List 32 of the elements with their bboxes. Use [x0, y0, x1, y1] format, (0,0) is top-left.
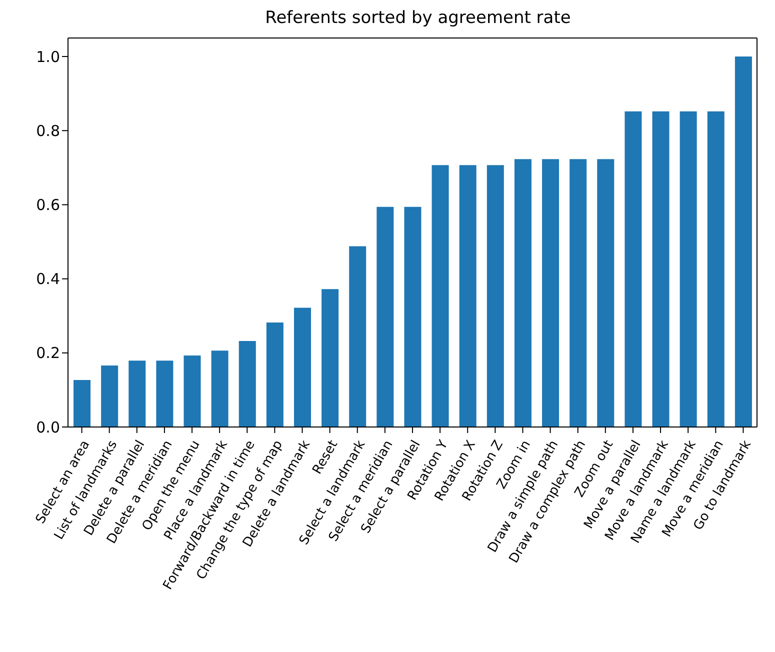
bar	[404, 206, 422, 427]
bar	[459, 165, 476, 427]
bar	[128, 360, 146, 427]
bar	[734, 56, 752, 427]
bar	[101, 366, 118, 427]
bar	[514, 159, 532, 427]
y-tick-label: 0.4	[36, 270, 60, 288]
bar	[211, 350, 228, 427]
bar	[542, 159, 560, 427]
bar	[74, 380, 91, 427]
y-tick-label: 0.6	[36, 196, 60, 214]
bar	[294, 308, 311, 427]
bar	[652, 111, 670, 427]
bar	[376, 206, 394, 427]
bar	[266, 322, 284, 427]
bar	[680, 111, 697, 427]
y-tick-label: 0.8	[36, 122, 60, 140]
chart-title: Referents sorted by agreement rate	[264, 8, 572, 28]
bar	[156, 360, 174, 427]
y-tick-label: 0.2	[36, 344, 60, 362]
bar	[486, 165, 504, 427]
bar	[238, 341, 256, 427]
bar	[322, 289, 339, 427]
bar	[432, 165, 449, 427]
y-tick-label: 1.0	[36, 48, 60, 66]
bar	[707, 111, 724, 427]
bar	[349, 246, 366, 427]
bar	[624, 111, 642, 427]
y-tick-label: 0.0	[36, 418, 60, 436]
bar	[184, 356, 201, 427]
bar	[597, 159, 614, 427]
bar	[570, 159, 587, 427]
